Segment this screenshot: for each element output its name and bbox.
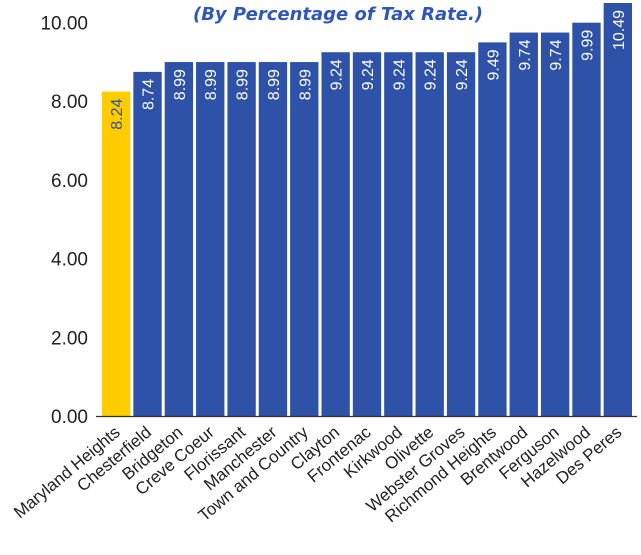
bar-ferguson xyxy=(540,32,570,416)
y-tick-label: 10.00 xyxy=(40,13,88,34)
bar-florissant xyxy=(227,62,256,417)
bar-value-label: 9.74 xyxy=(517,39,534,70)
bar-brentwood xyxy=(509,32,538,416)
bar-value-label: 8.99 xyxy=(172,69,189,100)
bar-richmond-heights xyxy=(478,42,507,417)
bar-value-label: 8.99 xyxy=(235,69,252,100)
bar-value-label: 8.99 xyxy=(266,69,283,100)
bar-value-label: 8.74 xyxy=(141,79,158,110)
bars: 8.24 8.74 8.99 8.99 8.99 8.99 8.99 9.24 9.24 9.24… xyxy=(102,3,632,417)
bar-olivette xyxy=(415,52,444,417)
bar-value-label: 10.49 xyxy=(611,10,628,50)
bar-value-label: 9.24 xyxy=(360,59,377,90)
bar-kirkwood xyxy=(384,52,413,417)
bar-hazelwood xyxy=(572,22,601,416)
bar-value-label: 8.24 xyxy=(109,98,126,129)
bar-webster-groves xyxy=(446,52,476,417)
bar-manchester xyxy=(258,62,288,417)
x-axis: Maryland HeightsChesterfieldBridgetonCre… xyxy=(10,415,637,526)
bar-value-label: 9.24 xyxy=(423,59,440,90)
bar-bridgeton xyxy=(164,62,194,417)
bar-des-peres xyxy=(603,3,632,416)
bar-maryland-heights xyxy=(102,91,131,416)
y-axis: 0.00 2.00 4.00 6.00 8.00 10.00 xyxy=(40,13,88,428)
bar-value-label: 9.24 xyxy=(454,59,471,90)
bar-frontenac xyxy=(352,52,382,417)
bar-value-label: 9.74 xyxy=(548,39,565,70)
bar-creve-coeur xyxy=(196,62,225,417)
y-tick-label: 0.00 xyxy=(51,407,88,428)
y-tick-label: 4.00 xyxy=(51,250,88,271)
y-tick-label: 8.00 xyxy=(51,92,88,113)
bar-chesterfield xyxy=(133,71,162,417)
y-tick-label: 2.00 xyxy=(51,328,88,349)
chart-subtitle: (By Percentage of Tax Rate.) xyxy=(193,4,483,25)
bar-value-label: 9.24 xyxy=(391,59,408,90)
y-tick-label: 6.00 xyxy=(51,171,88,192)
bar-value-label: 8.99 xyxy=(297,69,314,100)
bar-value-label: 9.99 xyxy=(579,30,596,61)
bar-value-label: 8.99 xyxy=(203,69,220,100)
bar-town-and-country xyxy=(290,62,319,417)
bar-value-label: 9.49 xyxy=(485,49,502,80)
bar-clayton xyxy=(321,52,350,417)
bar-value-label: 9.24 xyxy=(329,59,346,90)
